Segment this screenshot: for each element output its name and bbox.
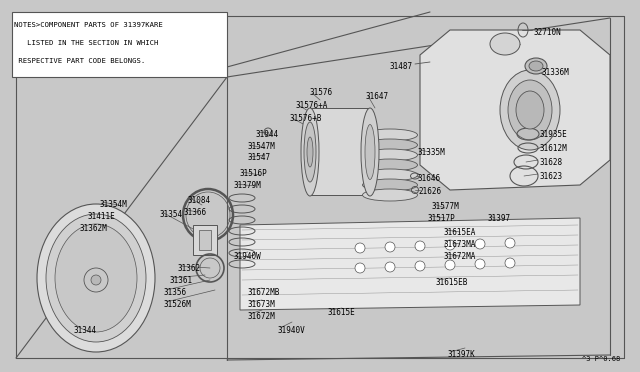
Bar [193, 225, 217, 255]
Ellipse shape [362, 169, 417, 181]
Bar [199, 230, 211, 250]
Ellipse shape [362, 179, 417, 191]
Ellipse shape [46, 214, 146, 342]
Text: 31366: 31366 [184, 208, 207, 217]
Circle shape [505, 258, 515, 268]
Bar [12, 12, 227, 77]
Ellipse shape [362, 189, 417, 201]
Ellipse shape [307, 137, 313, 167]
Ellipse shape [365, 125, 375, 180]
Ellipse shape [362, 149, 417, 161]
Text: 31362: 31362 [178, 264, 201, 273]
Text: 31623: 31623 [540, 172, 563, 181]
Text: 31547M: 31547M [247, 142, 275, 151]
Text: 21626: 21626 [418, 187, 441, 196]
Ellipse shape [304, 122, 316, 182]
Text: 31336M: 31336M [542, 68, 570, 77]
Text: 31379M: 31379M [234, 181, 262, 190]
Circle shape [355, 263, 365, 273]
Circle shape [415, 241, 425, 251]
Text: 31647: 31647 [366, 92, 389, 101]
Text: 31672MA: 31672MA [444, 252, 476, 261]
Text: 31935E: 31935E [540, 130, 568, 139]
Circle shape [475, 259, 485, 269]
Text: 31487: 31487 [390, 62, 413, 71]
Ellipse shape [529, 61, 543, 71]
Ellipse shape [362, 129, 417, 141]
Text: LISTED IN THE SECTION IN WHICH: LISTED IN THE SECTION IN WHICH [14, 40, 158, 46]
Circle shape [475, 239, 485, 249]
Circle shape [445, 260, 455, 270]
Ellipse shape [516, 91, 544, 129]
Text: 31612M: 31612M [540, 144, 568, 153]
Text: 31411E: 31411E [88, 212, 116, 221]
Circle shape [415, 261, 425, 271]
Text: 31526M: 31526M [164, 300, 192, 309]
Text: 31354M: 31354M [100, 200, 128, 209]
Polygon shape [240, 218, 580, 310]
Text: 31335M: 31335M [417, 148, 445, 157]
Text: RESPECTIVE PART CODE BELONGS.: RESPECTIVE PART CODE BELONGS. [14, 58, 145, 64]
Circle shape [355, 243, 365, 253]
Text: 31397K: 31397K [448, 350, 476, 359]
Text: 31672M: 31672M [248, 312, 276, 321]
Text: 31576+A: 31576+A [296, 101, 328, 110]
Text: 31356: 31356 [164, 288, 187, 297]
Text: 31361: 31361 [170, 276, 193, 285]
Text: 31628: 31628 [540, 158, 563, 167]
Text: 31615EB: 31615EB [436, 278, 468, 287]
Text: 31344: 31344 [74, 326, 97, 335]
Text: 31673M: 31673M [248, 300, 276, 309]
Circle shape [385, 262, 395, 272]
Ellipse shape [362, 159, 417, 171]
Text: 31615E: 31615E [328, 308, 356, 317]
Text: 31397: 31397 [488, 214, 511, 223]
Polygon shape [420, 30, 610, 190]
Text: NOTES>COMPONENT PARTS OF 31397KARE: NOTES>COMPONENT PARTS OF 31397KARE [14, 22, 163, 28]
Circle shape [385, 242, 395, 252]
Text: 32710N: 32710N [533, 28, 561, 37]
Text: 31615EA: 31615EA [444, 228, 476, 237]
Polygon shape [310, 108, 370, 195]
Ellipse shape [525, 58, 547, 74]
Text: 31940V: 31940V [278, 326, 306, 335]
Text: 31672MB: 31672MB [248, 288, 280, 297]
Ellipse shape [301, 108, 319, 196]
Ellipse shape [37, 204, 155, 352]
Text: 31646: 31646 [418, 174, 441, 183]
Ellipse shape [361, 108, 379, 196]
Text: 31576: 31576 [310, 88, 333, 97]
Text: 31362M: 31362M [80, 224, 108, 233]
Text: 31944: 31944 [255, 130, 278, 139]
Text: 31354: 31354 [160, 210, 183, 219]
Text: 31516P: 31516P [240, 169, 268, 178]
Text: 31577M: 31577M [432, 202, 460, 211]
Ellipse shape [55, 224, 137, 332]
Text: 31547: 31547 [247, 153, 270, 162]
Text: 31940W: 31940W [234, 252, 262, 261]
Ellipse shape [508, 80, 552, 140]
Text: 31084: 31084 [188, 196, 211, 205]
Text: 31576+B: 31576+B [290, 114, 323, 123]
Circle shape [445, 240, 455, 250]
Text: 31673MA: 31673MA [444, 240, 476, 249]
Ellipse shape [362, 139, 417, 151]
Ellipse shape [490, 33, 520, 55]
Circle shape [91, 275, 101, 285]
Text: ^3 P^0.68: ^3 P^0.68 [582, 356, 620, 362]
Circle shape [505, 238, 515, 248]
Text: 31517P: 31517P [428, 214, 456, 223]
Ellipse shape [500, 70, 560, 150]
